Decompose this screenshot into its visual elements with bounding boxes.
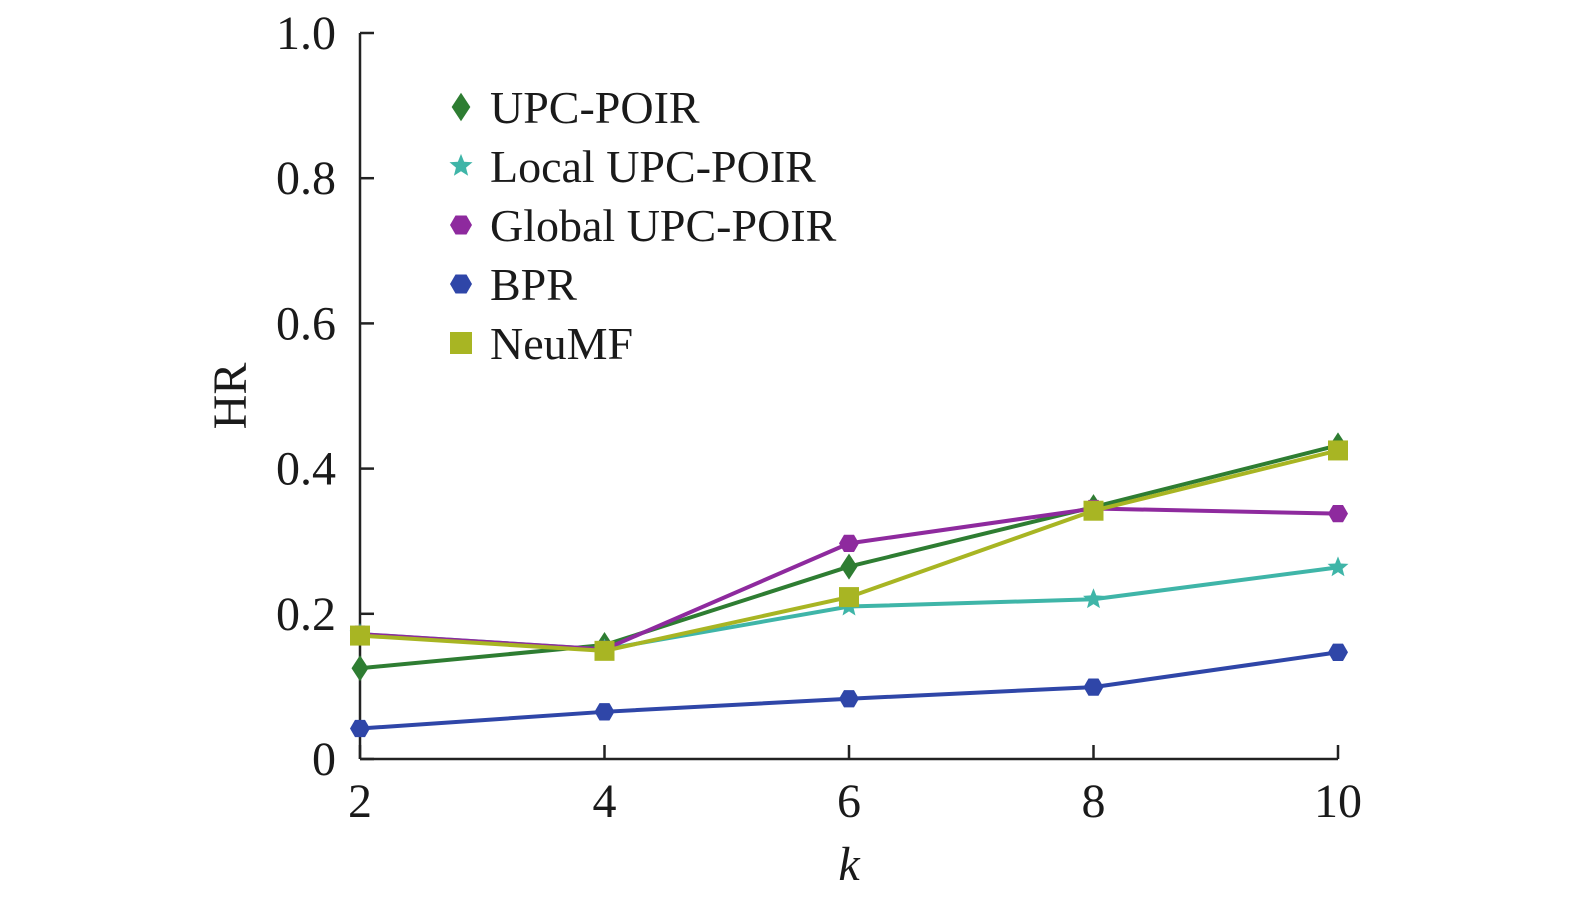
x-tick-label: 2 bbox=[348, 775, 372, 828]
legend-marker bbox=[449, 153, 473, 176]
legend-label: BPR bbox=[490, 259, 577, 310]
legend-label: UPC-POIR bbox=[490, 82, 700, 133]
axes: 0 0.2 0.4 0.6 0.8 1.0 2 4 6 8 10 bbox=[276, 7, 1362, 828]
data-point bbox=[1328, 643, 1348, 661]
data-point bbox=[839, 587, 859, 608]
legend-entry: NeuMF bbox=[450, 318, 633, 369]
y-tick-label: 0 bbox=[312, 733, 336, 786]
data-point bbox=[594, 640, 615, 661]
y-tick-label: 0.6 bbox=[276, 297, 336, 350]
legend-marker bbox=[450, 332, 472, 354]
legend-entry: Global UPC-POIR bbox=[450, 200, 837, 251]
y-tick-label: 1.0 bbox=[276, 7, 336, 60]
legend-label: Global UPC-POIR bbox=[490, 200, 837, 251]
legend-label: Local UPC-POIR bbox=[490, 141, 816, 192]
data-point bbox=[840, 553, 858, 580]
x-tick-label: 10 bbox=[1314, 775, 1362, 828]
data-point bbox=[350, 625, 370, 646]
data-point bbox=[839, 690, 859, 708]
series-layer bbox=[349, 432, 1349, 738]
legend-marker bbox=[450, 215, 472, 235]
y-tick-label: 0.8 bbox=[276, 152, 336, 205]
x-tick-label: 8 bbox=[1082, 775, 1106, 828]
series-3 bbox=[350, 643, 1348, 738]
series-4 bbox=[350, 440, 1348, 661]
legend-entry: UPC-POIR bbox=[451, 82, 700, 133]
data-point bbox=[351, 655, 369, 682]
legend-marker bbox=[451, 92, 471, 122]
legend-entry: BPR bbox=[450, 259, 577, 310]
data-point bbox=[350, 719, 370, 738]
x-tick-label: 4 bbox=[593, 775, 617, 828]
y-tick-label: 0.2 bbox=[276, 588, 336, 641]
data-point bbox=[1328, 504, 1348, 523]
legend: UPC-POIR Local UPC-POIR Global UPC-POIR BPR… bbox=[449, 82, 837, 369]
legend-marker bbox=[450, 274, 472, 294]
y-axis-label: HR bbox=[204, 363, 257, 430]
x-tick-label: 6 bbox=[837, 775, 861, 828]
data-point bbox=[1083, 678, 1104, 696]
data-point bbox=[1083, 500, 1104, 521]
legend-label: NeuMF bbox=[490, 318, 633, 369]
data-point bbox=[1327, 556, 1349, 577]
y-tick-label: 0.4 bbox=[276, 443, 336, 496]
data-point bbox=[1328, 440, 1348, 461]
legend-entry: Local UPC-POIR bbox=[449, 141, 816, 192]
data-point bbox=[594, 703, 615, 721]
data-point bbox=[839, 534, 859, 553]
x-axis-label: k bbox=[838, 838, 861, 891]
data-point bbox=[1083, 588, 1104, 609]
